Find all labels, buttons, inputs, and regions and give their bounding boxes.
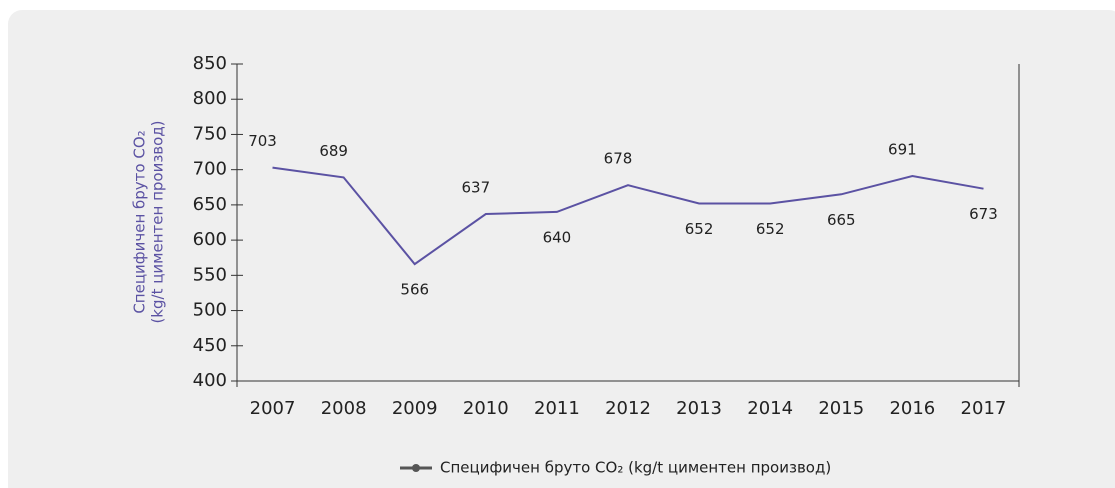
y-tick-label: 800 — [193, 88, 227, 109]
data-label: 678 — [604, 150, 633, 168]
data-label: 566 — [400, 281, 429, 299]
data-label: 691 — [888, 141, 917, 159]
x-tick-label: 2011 — [534, 398, 580, 419]
y-tick-label: 550 — [193, 264, 227, 285]
y-axis-title: Специфичен бруто CO₂ (kg/t циментен прои… — [131, 120, 167, 323]
panel — [8, 10, 1115, 488]
legend-label: Специфичен бруто CO₂ (kg/t циментен прои… — [440, 459, 831, 477]
x-tick-label: 2013 — [676, 398, 722, 419]
data-label: 652 — [756, 220, 785, 238]
y-tick-label: 500 — [193, 300, 227, 321]
data-label: 637 — [461, 179, 490, 197]
x-tick-label: 2015 — [818, 398, 864, 419]
y-tick-label: 400 — [193, 370, 227, 391]
y-axis-title-line: (kg/t циментен производ) — [149, 120, 167, 323]
data-label: 652 — [685, 220, 714, 238]
y-tick-label: 450 — [193, 335, 227, 356]
x-tick-label: 2007 — [250, 398, 296, 419]
data-label: 703 — [248, 132, 277, 150]
x-tick-label: 2008 — [321, 398, 367, 419]
y-tick-label: 750 — [193, 123, 227, 144]
y-axis-title-line: Специфичен бруто CO₂ — [131, 130, 149, 313]
y-tick-label: 600 — [193, 229, 227, 250]
x-tick-label: 2017 — [961, 398, 1007, 419]
x-tick-label: 2014 — [747, 398, 793, 419]
y-tick-label: 650 — [193, 194, 227, 215]
data-label: 689 — [319, 142, 348, 160]
x-tick-label: 2009 — [392, 398, 438, 419]
data-line — [272, 166, 984, 266]
x-tick-label: 2016 — [889, 398, 935, 419]
x-tick-label: 2010 — [463, 398, 509, 419]
y-tick-label: 850 — [193, 53, 227, 74]
data-label: 640 — [543, 228, 572, 246]
y-tick-label: 700 — [193, 159, 227, 180]
data-label: 665 — [827, 211, 856, 229]
x-tick-label: 2012 — [605, 398, 651, 419]
legend-marker — [412, 464, 420, 472]
data-label: 673 — [969, 205, 998, 223]
